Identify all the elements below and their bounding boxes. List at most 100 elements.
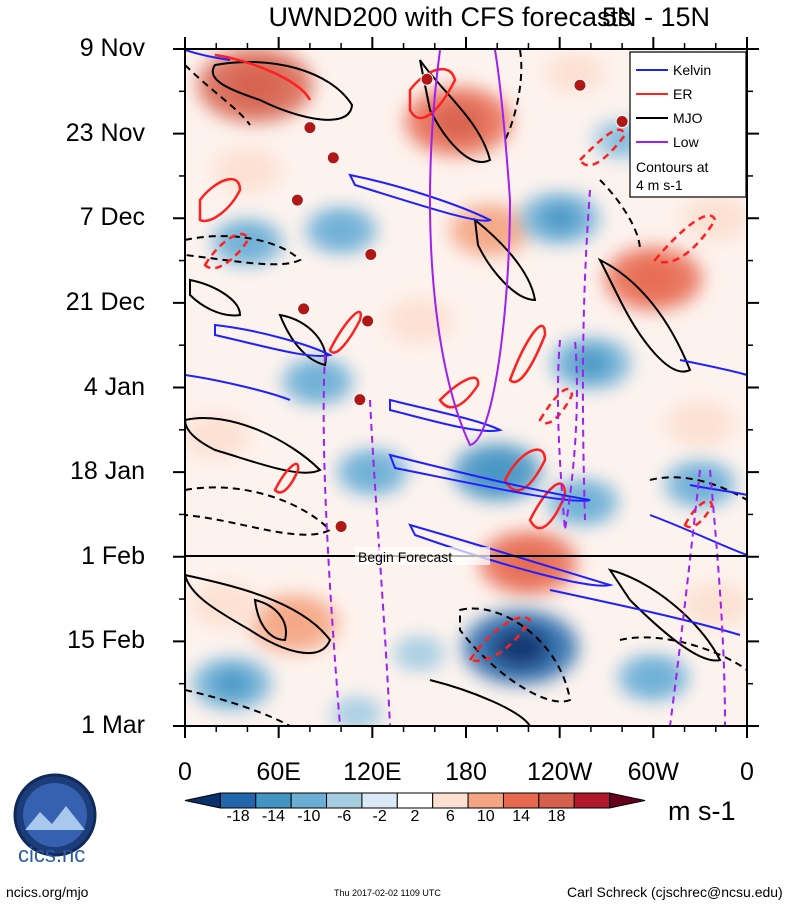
footer-website[interactable]: ncics.org/mjo [6, 884, 89, 900]
anomaly-core [560, 62, 590, 84]
mjo-contour [504, 49, 523, 141]
legend-low-label: Low [673, 134, 700, 150]
begin-forecast-label: Begin Forecast [358, 549, 452, 565]
colorbar-swatch [538, 792, 575, 809]
colorbar-swatch [467, 792, 504, 809]
x-tick-label: 120E [343, 758, 402, 786]
anomaly-core [199, 424, 234, 448]
y-tick-label: 9 Nov [79, 34, 145, 62]
anomaly-core [683, 412, 717, 436]
y-tick-label: 7 Dec [79, 203, 145, 232]
kelvin-contour [679, 359, 747, 376]
anomaly-core [571, 350, 610, 377]
kelvin-contour [185, 374, 291, 401]
y-tick-label: 21 Dec [65, 287, 145, 316]
x-tick-label: 0 [740, 758, 754, 786]
mjo-contour [619, 636, 747, 671]
low-contour [669, 469, 701, 726]
storm-marker [420, 72, 434, 86]
anomaly-core [505, 546, 552, 579]
colorbar-tick-label: -6 [337, 808, 352, 825]
anomaly-core [698, 206, 733, 230]
anomaly-core [402, 309, 436, 333]
footer-timestamp: Thu 2017-02-02 1109 UTC [334, 888, 441, 898]
anomaly-core [227, 66, 284, 104]
kelvin-contour [649, 514, 747, 556]
colorbar-tick-label: -10 [297, 808, 321, 825]
mjo-contour [597, 257, 692, 373]
colorbar-swatch [609, 792, 646, 809]
legend-kelvin-label: Kelvin [673, 62, 711, 78]
x-tick-label: 60E [256, 758, 301, 786]
colorbar-tick-label: -18 [226, 808, 250, 825]
anomaly-core [406, 644, 432, 663]
er-contour [578, 128, 627, 167]
kelvin-contour [388, 453, 591, 502]
colorbar-tick-label: -14 [261, 808, 286, 825]
er-contour [538, 387, 574, 425]
colorbar-tick-label: 6 [445, 808, 455, 825]
plot-frame [184, 48, 748, 727]
kelvin-contour [549, 589, 741, 636]
colorbar-swatch [361, 792, 398, 809]
er-contour [503, 448, 547, 492]
colorbar-swatch [326, 792, 363, 809]
legend-note-line2: 4 m s-1 [636, 177, 683, 193]
legend-mjo-label: MJO [673, 110, 703, 126]
colorbar-swatch [290, 792, 328, 809]
low-contour [429, 49, 512, 447]
storm-marker [361, 314, 375, 328]
colorbar [184, 792, 646, 809]
y-tick-label: 1 Feb [81, 541, 145, 570]
storm-marker [334, 520, 348, 534]
anomaly-core [492, 628, 549, 667]
cicsnc-logo [13, 773, 97, 857]
kelvin-contour [689, 484, 747, 496]
chart-title: UWND200 with CFS forecasts 5N - 15N [268, 2, 710, 32]
region-label: 5N - 15N [601, 2, 710, 32]
anomaly-core [476, 457, 519, 487]
colorbar-swatch [396, 792, 434, 809]
anomaly-core [698, 593, 733, 617]
anomaly-core [355, 460, 390, 484]
mjo-contour [185, 64, 251, 126]
er-contour [653, 214, 717, 264]
colorbar-swatch [432, 792, 469, 809]
er-contour [273, 462, 300, 494]
colorbar-swatch [184, 792, 221, 809]
colorbar-swatch [573, 792, 611, 809]
anomaly-core [636, 666, 671, 690]
mjo-contour [189, 278, 242, 317]
mjo-contour [211, 61, 354, 121]
mjo-contour [429, 679, 531, 726]
colorbar-unit: m s-1 [668, 796, 736, 826]
colorbar-tick-label: 18 [547, 808, 566, 825]
mjo-contour [253, 598, 287, 642]
y-tick-label: 4 Jan [83, 372, 145, 401]
low-contour [581, 189, 591, 521]
kelvin-contour [214, 323, 333, 357]
colorbar-tick-label: -2 [372, 808, 387, 825]
x-tick-label: 60W [627, 758, 680, 786]
logo-text: cics.nc [18, 842, 86, 867]
storm-marker [615, 115, 629, 129]
mjo-contour [599, 179, 641, 251]
low-contour [322, 354, 341, 726]
legend: Kelvin ER MJO Low Contours at 4 m s-1 [629, 51, 747, 198]
storm-marker [353, 393, 367, 407]
er-contour [203, 232, 250, 270]
er-contour [214, 53, 312, 101]
x-tick-label: 120W [527, 758, 593, 786]
colorbar-swatch [219, 792, 257, 809]
legend-er-label: ER [673, 86, 692, 102]
storm-marker [297, 302, 311, 316]
colorbar-tick-label: 14 [512, 808, 531, 825]
er-contour [438, 376, 480, 409]
anomaly-core [629, 262, 677, 295]
mjo-contour [607, 568, 722, 662]
anomaly-core [432, 104, 484, 139]
anomaly-core [566, 490, 600, 514]
storm-markers [290, 72, 629, 534]
anomaly-core [540, 205, 579, 232]
legend-note-line1: Contours at [636, 159, 708, 175]
